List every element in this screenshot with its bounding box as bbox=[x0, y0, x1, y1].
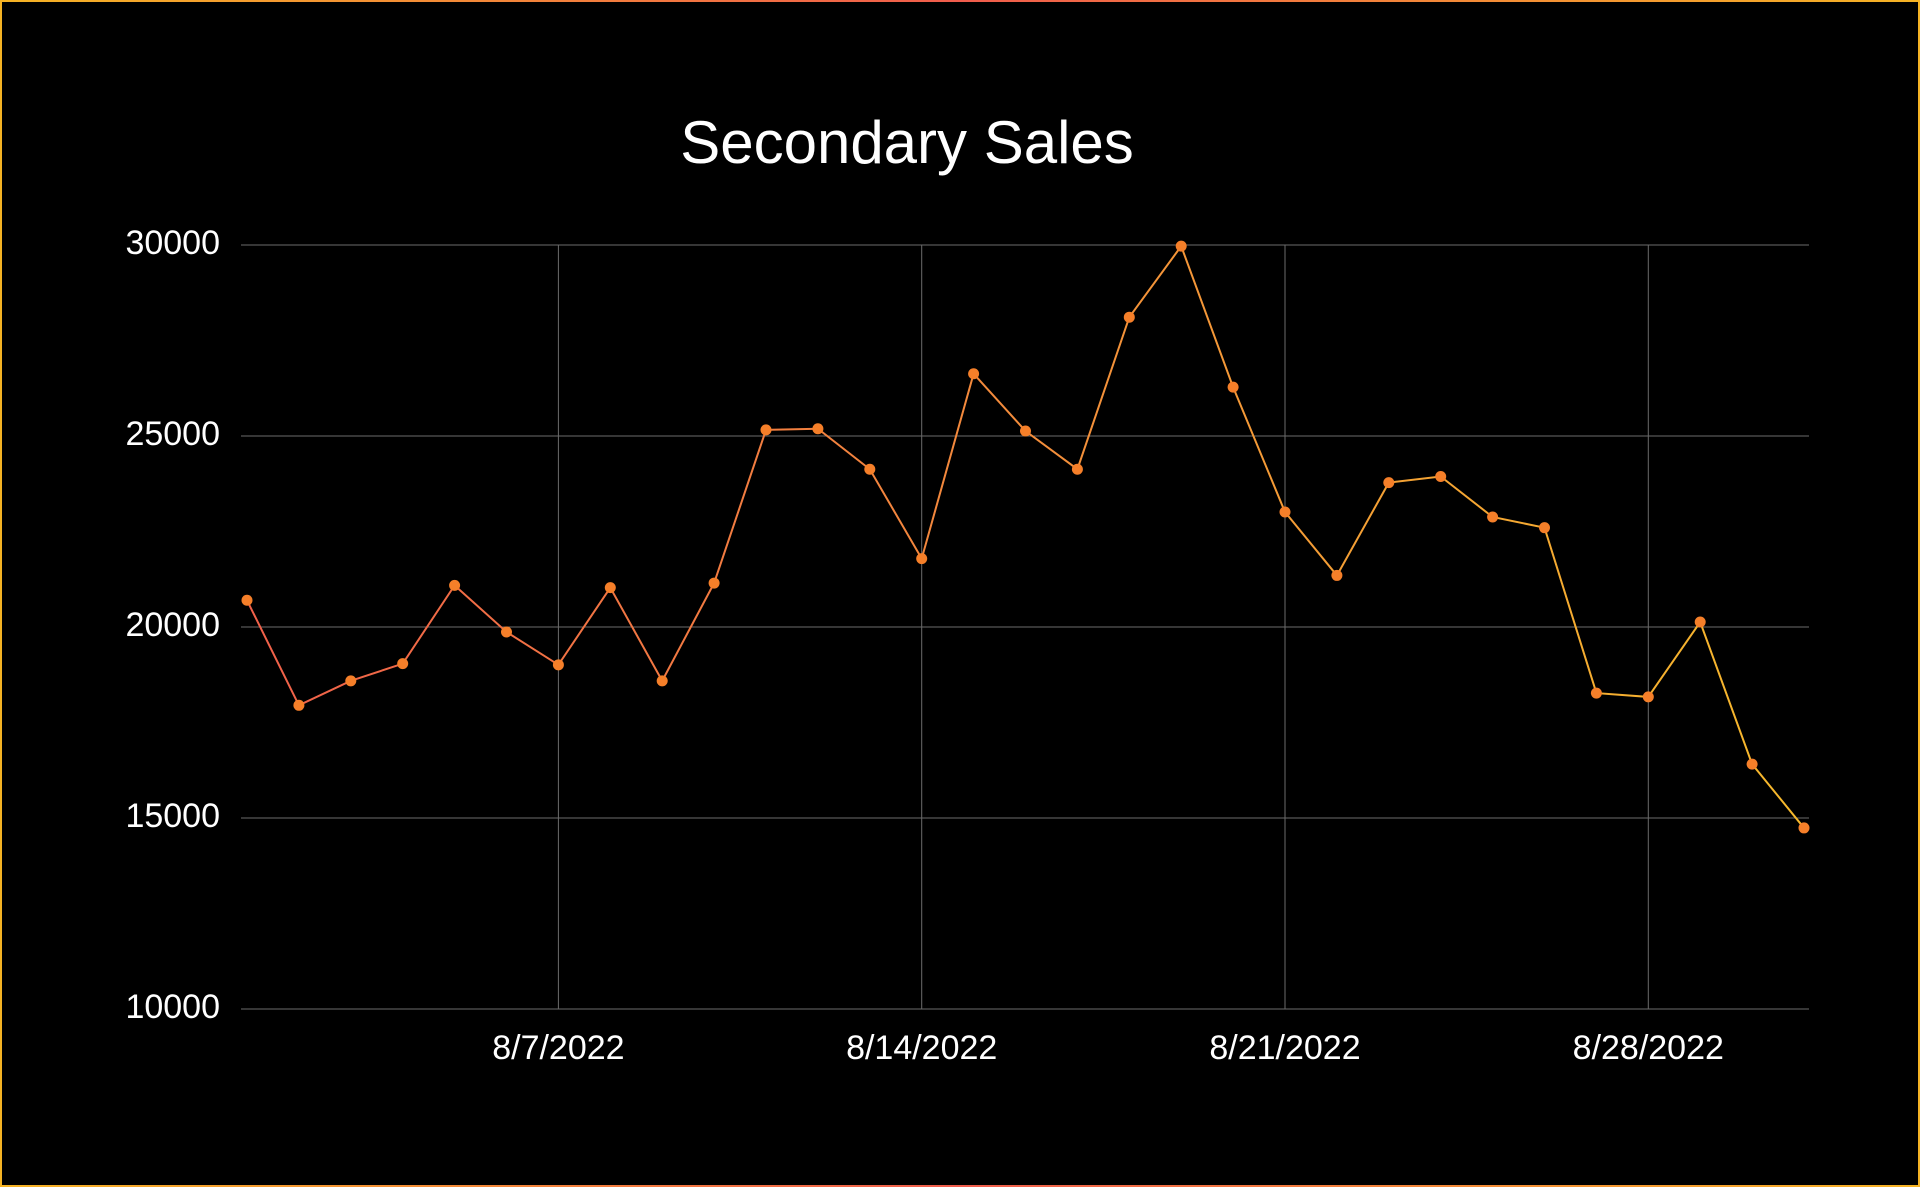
data-point bbox=[968, 368, 980, 380]
data-point bbox=[760, 424, 772, 436]
data-point bbox=[708, 577, 720, 589]
data-point bbox=[1539, 522, 1550, 534]
y-tick-label: 25000 bbox=[125, 415, 220, 453]
data-point bbox=[1227, 381, 1239, 393]
data-point bbox=[656, 675, 668, 687]
y-tick-label: 10000 bbox=[125, 988, 220, 1026]
data-point bbox=[241, 594, 253, 606]
data-point bbox=[604, 582, 616, 594]
x-tick-label: 8/14/2022 bbox=[846, 1029, 997, 1067]
data-point bbox=[449, 579, 461, 591]
x-tick-label: 8/28/2022 bbox=[1573, 1029, 1724, 1067]
data-point bbox=[1642, 691, 1654, 703]
plot bbox=[241, 240, 1810, 834]
x-tick-label: 8/7/2022 bbox=[492, 1029, 624, 1067]
data-point bbox=[1798, 822, 1810, 834]
data-point bbox=[1590, 687, 1602, 699]
y-tick-label: 30000 bbox=[125, 224, 220, 262]
data-point bbox=[1123, 311, 1135, 323]
data-point bbox=[812, 423, 824, 435]
data-point bbox=[1331, 569, 1343, 581]
data-point bbox=[552, 659, 564, 671]
data-point bbox=[1746, 758, 1758, 770]
data-point bbox=[345, 675, 357, 687]
data-point bbox=[864, 463, 876, 475]
chart-title: Secondary Sales bbox=[680, 109, 1134, 176]
data-point bbox=[501, 626, 512, 638]
data-point bbox=[1279, 506, 1291, 518]
data-point bbox=[397, 658, 409, 670]
y-tick-label: 15000 bbox=[125, 797, 220, 835]
data-point bbox=[1487, 511, 1499, 523]
data-point bbox=[916, 553, 928, 565]
y-tick-label: 20000 bbox=[125, 606, 220, 644]
data-point bbox=[1383, 477, 1395, 489]
data-point bbox=[1175, 240, 1187, 252]
data-point bbox=[1694, 616, 1706, 628]
data-point bbox=[1435, 470, 1447, 482]
x-tick-label: 8/21/2022 bbox=[1209, 1029, 1360, 1067]
data-point bbox=[1020, 425, 1031, 437]
data-point bbox=[293, 699, 305, 711]
data-point bbox=[1071, 463, 1083, 475]
